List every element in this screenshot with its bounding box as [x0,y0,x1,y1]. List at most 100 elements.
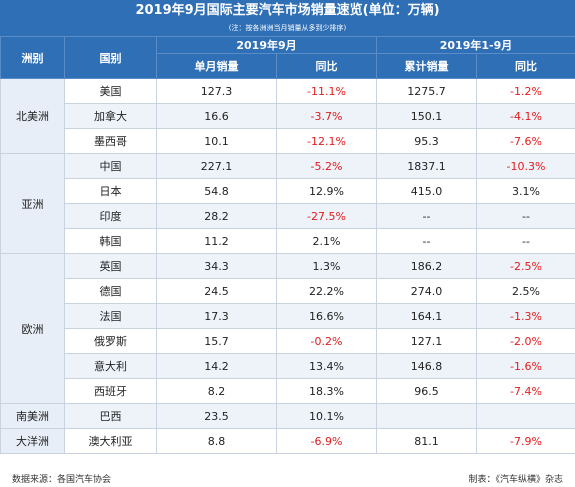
yoy-month-cell: -11.1% [276,78,377,104]
monthly-sales-cell: 227.1 [156,153,277,179]
table-row: 印度 28.2 -27.5% -- -- [1,203,575,229]
table-row: 俄罗斯 15.7 -0.2% 127.1 -2.0% [1,328,575,354]
monthly-sales-cell: 8.8 [156,428,277,454]
ytd-sales-cell: 81.1 [376,428,477,454]
header-group-month: 2019年9月 [156,36,377,54]
monthly-sales-cell: 24.5 [156,278,277,304]
yoy-ytd-cell [476,403,575,429]
monthly-sales-cell: 14.2 [156,353,277,379]
yoy-ytd-cell: 3.1% [476,178,575,204]
table-row: 加拿大 16.6 -3.7% 150.1 -4.1% [1,103,575,129]
region-cell: 大洋洲 [0,428,65,454]
yoy-ytd-cell: -- [476,228,575,254]
yoy-ytd-cell: -4.1% [476,103,575,129]
country-cell: 韩国 [64,228,157,254]
ytd-sales-cell: 164.1 [376,303,477,329]
yoy-ytd-cell: -1.6% [476,353,575,379]
country-cell: 日本 [64,178,157,204]
yoy-ytd-cell: -1.2% [476,78,575,104]
monthly-sales-cell: 28.2 [156,203,277,229]
header-ytd-sales: 累计销量 [376,53,477,79]
ytd-sales-cell: 127.1 [376,328,477,354]
monthly-sales-cell: 15.7 [156,328,277,354]
region-cell: 欧洲 [0,253,65,404]
monthly-sales-cell: 17.3 [156,303,277,329]
sales-table: 洲别 国别 2019年9月 2019年1-9月 单月销量 同比 累计销量 同比 … [0,36,575,454]
monthly-sales-cell: 16.6 [156,103,277,129]
yoy-month-cell: -6.9% [276,428,377,454]
country-cell: 印度 [64,203,157,229]
ytd-sales-cell: 150.1 [376,103,477,129]
ytd-sales-cell: 415.0 [376,178,477,204]
data-source: 数据来源：各国汽车协会 [12,475,112,485]
table-body: 北美洲 美国 127.3 -11.1% 1275.7 -1.2% 加拿大 16.6 -3.7% 1… [0,78,575,454]
country-cell: 英国 [64,253,157,279]
yoy-ytd-cell: -7.4% [476,378,575,404]
region-cell: 南美洲 [0,403,65,429]
yoy-month-cell: -3.7% [276,103,377,129]
table-row: 墨西哥 10.1 -12.1% 95.3 -7.6% [1,128,575,154]
monthly-sales-cell: 11.2 [156,228,277,254]
header-region: 洲别 [0,36,65,79]
table-subtitle: (注：按各洲洲当月销量从多到少排序) [0,22,575,36]
yoy-month-cell: 18.3% [276,378,377,404]
header-yoy-month: 同比 [276,53,377,79]
yoy-month-cell: -12.1% [276,128,377,154]
yoy-month-cell: 10.1% [276,403,377,429]
ytd-sales-cell: 96.5 [376,378,477,404]
table-row: 北美洲 美国 127.3 -11.1% 1275.7 -1.2% [0,78,575,154]
yoy-month-cell: 16.6% [276,303,377,329]
country-cell: 加拿大 [64,103,157,129]
ytd-sales-cell: 146.8 [376,353,477,379]
country-cell: 意大利 [64,353,157,379]
country-cell: 中国 [64,153,157,179]
table-row: 意大利 14.2 13.4% 146.8 -1.6% [1,353,575,379]
country-cell: 俄罗斯 [64,328,157,354]
yoy-ytd-cell: -2.5% [476,253,575,279]
yoy-month-cell: 13.4% [276,353,377,379]
ytd-sales-cell [376,403,477,429]
table-row: 法国 17.3 16.6% 164.1 -1.3% [1,303,575,329]
yoy-ytd-cell: -7.6% [476,128,575,154]
ytd-sales-cell: 1837.1 [376,153,477,179]
ytd-sales-cell: 1275.7 [376,78,477,104]
table-row: 南美洲 巴西 23.5 10.1% [0,403,575,429]
yoy-ytd-cell: -- [476,203,575,229]
region-cell: 北美洲 [0,78,65,154]
table-row: 德国 24.5 22.2% 274.0 2.5% [1,278,575,304]
yoy-month-cell: 12.9% [276,178,377,204]
country-cell: 西班牙 [64,378,157,404]
monthly-sales-cell: 34.3 [156,253,277,279]
country-cell: 澳大利亚 [64,428,157,454]
yoy-month-cell: -27.5% [276,203,377,229]
monthly-sales-cell: 10.1 [156,128,277,154]
yoy-month-cell: -0.2% [276,328,377,354]
yoy-ytd-cell: -10.3% [476,153,575,179]
table-row: 大洋洲 澳大利亚 8.8 -6.9% 81.1 -7.9% [0,428,575,454]
yoy-ytd-cell: -1.3% [476,303,575,329]
monthly-sales-cell: 8.2 [156,378,277,404]
country-cell: 美国 [64,78,157,104]
country-cell: 法国 [64,303,157,329]
ytd-sales-cell: -- [376,228,477,254]
table-row: 日本 54.8 12.9% 415.0 3.1% [1,178,575,204]
table-row: 欧洲 英国 34.3 1.3% 186.2 -2.5% [0,253,575,404]
monthly-sales-cell: 54.8 [156,178,277,204]
ytd-sales-cell: 186.2 [376,253,477,279]
header-country: 国别 [64,36,157,79]
ytd-sales-cell: 95.3 [376,128,477,154]
header-monthly-sales: 单月销量 [156,53,277,79]
yoy-month-cell: 1.3% [276,253,377,279]
table-header: 洲别 国别 2019年9月 2019年1-9月 单月销量 同比 累计销量 同比 [0,36,575,79]
ytd-sales-cell: -- [376,203,477,229]
header-group-ytd: 2019年1-9月 [376,36,575,54]
yoy-ytd-cell: -7.9% [476,428,575,454]
table-footer: 数据来源：各国汽车协会 制表：《汽车纵横》杂志 [0,470,575,487]
table-credit: 制表：《汽车纵横》杂志 [468,475,563,485]
region-cell: 亚洲 [0,153,65,254]
yoy-month-cell: 22.2% [276,278,377,304]
monthly-sales-cell: 23.5 [156,403,277,429]
country-cell: 德国 [64,278,157,304]
table-row: 韩国 11.2 2.1% -- -- [1,228,575,254]
